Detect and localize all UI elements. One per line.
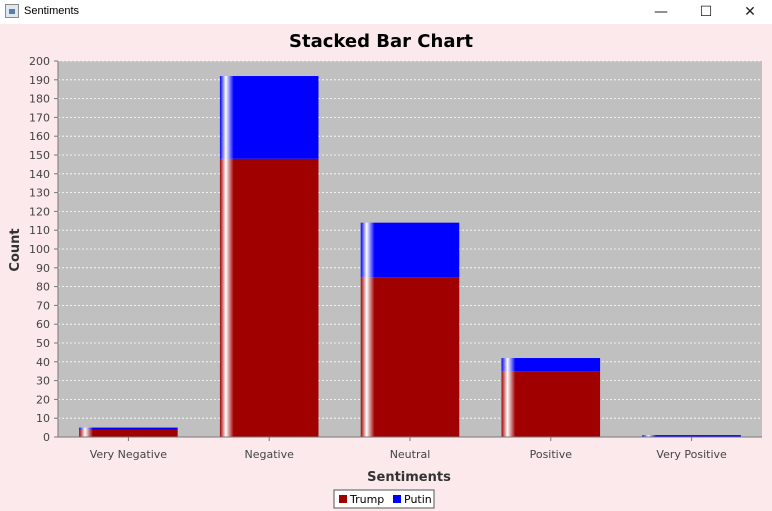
x-tick-label: Neutral	[390, 448, 431, 461]
y-tick-label: 130	[29, 187, 50, 200]
y-tick-label: 90	[36, 262, 50, 275]
legend-label-trump: Trump	[349, 493, 384, 506]
bar-trump-neutral	[360, 277, 460, 437]
y-tick-label: 150	[29, 149, 50, 162]
java-app-icon	[5, 4, 19, 18]
y-tick-label: 140	[29, 168, 50, 181]
legend-swatch-putin	[393, 495, 401, 503]
y-tick-label: 20	[36, 393, 50, 406]
y-tick-label: 170	[29, 111, 50, 124]
y-tick-label: 10	[36, 412, 50, 425]
y-tick-label: 100	[29, 243, 50, 256]
bar-putin-very-positive	[642, 435, 741, 437]
window-title: Sentiments	[24, 5, 80, 17]
y-tick-label: 30	[36, 375, 50, 388]
y-tick-label: 180	[29, 93, 50, 106]
bar-putin-neutral	[360, 222, 460, 278]
y-tick-label: 60	[36, 318, 50, 331]
bar-trump-very-negative	[79, 429, 178, 437]
legend-label-putin: Putin	[404, 493, 432, 506]
y-tick-label: 110	[29, 224, 50, 237]
bar-putin-positive	[501, 358, 601, 372]
x-tick-label: Very Negative	[90, 448, 168, 461]
y-axis-label: Count	[8, 228, 23, 271]
x-axis-label: Sentiments	[367, 470, 451, 485]
plot-area: 0 10 20 30 40 50 60 70 80 90 100 110 120 130 140 150 160…	[29, 55, 762, 461]
window-titlebar: Sentiments — ☐ ✕	[0, 0, 772, 24]
minimize-button[interactable]: —	[654, 4, 668, 20]
y-tick-label: 70	[36, 299, 50, 312]
y-tick-label: 160	[29, 130, 50, 143]
x-tick-label: Very Positive	[656, 448, 727, 461]
bar-trump-negative	[219, 158, 319, 437]
y-tick-label: 190	[29, 74, 50, 87]
y-tick-label: 40	[36, 356, 50, 369]
legend-box	[333, 489, 435, 509]
y-tick-label: 80	[36, 281, 50, 294]
y-tick-label: 0	[43, 431, 50, 444]
bar-putin-very-negative	[79, 427, 178, 430]
bar-putin-negative	[219, 76, 319, 159]
legend-swatch-trump	[339, 495, 347, 503]
y-tick-label: 50	[36, 337, 50, 350]
stacked-bar-chart: Stacked Bar Chart 0 10 20 30 40 50 60 70 80 90 100…	[8, 31, 762, 509]
x-tick-label: Positive	[530, 448, 573, 461]
bar-trump-positive	[501, 371, 601, 437]
y-tick-label: 120	[29, 205, 50, 218]
close-button[interactable]: ✕	[744, 4, 756, 20]
y-tick-label: 200	[29, 55, 50, 68]
x-tick-label: Negative	[245, 448, 295, 461]
legend: Trump Putin	[333, 489, 435, 509]
chart-title: Stacked Bar Chart	[289, 31, 473, 52]
maximize-button[interactable]: ☐	[699, 4, 713, 20]
